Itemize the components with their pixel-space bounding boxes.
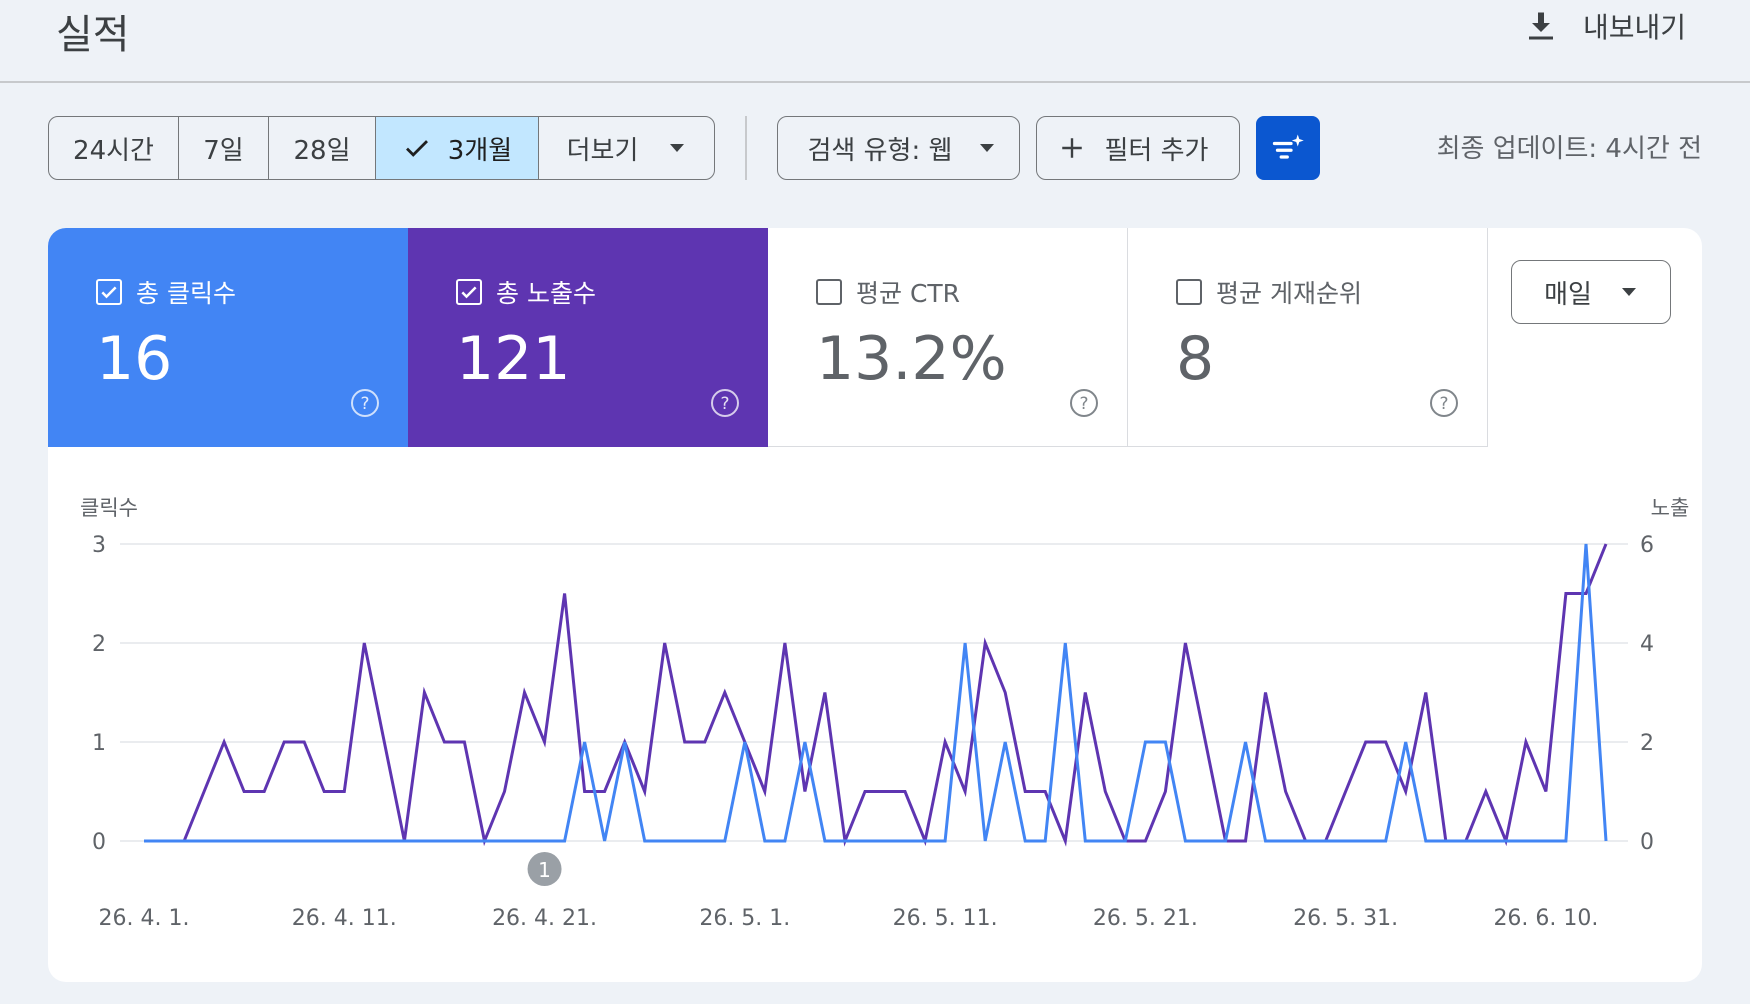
- ai-filter-button[interactable]: [1255, 116, 1320, 180]
- y-right-tick-label: 2: [1640, 731, 1654, 756]
- x-tick-label: 26. 5. 11.: [893, 906, 998, 931]
- range-28d-label: 28일: [293, 135, 351, 166]
- date-range-selector: 24시간 7일 28일 3개월 더보기: [48, 116, 715, 180]
- period-label: 매일: [1544, 279, 1592, 310]
- y-left-tick-label: 0: [92, 830, 106, 855]
- y-right-tick-label: 4: [1640, 632, 1654, 657]
- x-tick-label: 26. 6. 10.: [1493, 906, 1598, 931]
- range-3m-label: 3개월: [447, 135, 513, 166]
- range-24h[interactable]: 24시간: [49, 117, 179, 179]
- checkbox-checked-icon[interactable]: [456, 279, 482, 305]
- range-3m[interactable]: 3개월: [376, 117, 539, 179]
- divider: [745, 116, 747, 180]
- help-icon[interactable]: ?: [1069, 388, 1099, 418]
- checkbox-checked-icon[interactable]: [96, 279, 122, 305]
- y-left-tick-label: 2: [92, 632, 106, 657]
- metric-clicks-label: 총 클릭수: [136, 279, 236, 308]
- y-left-axis-title: 클릭수: [80, 496, 138, 520]
- metric-impressions-label: 총 노출수: [496, 279, 596, 308]
- export-label: 내보내기: [1582, 11, 1686, 44]
- metric-impressions-value: 121: [456, 324, 571, 394]
- svg-text:?: ?: [1079, 394, 1088, 414]
- metric-ctr[interactable]: 평균 CTR 13.2% ?: [768, 228, 1128, 447]
- annotation-marker: [527, 852, 562, 886]
- checkbox-unchecked-icon[interactable]: [1176, 279, 1202, 305]
- x-tick-label: 26. 5. 31.: [1293, 906, 1398, 931]
- caret-down-icon: [1621, 288, 1636, 296]
- add-filter-label: 필터 추가: [1104, 135, 1209, 166]
- range-more-label: 더보기: [566, 135, 639, 166]
- annotation-label: 1: [538, 858, 551, 882]
- clicks-line: [144, 543, 1608, 843]
- metric-clicks-value: 16: [96, 324, 173, 394]
- search-type-dropdown[interactable]: 검색 유형: 웹: [776, 116, 1020, 180]
- page-title: 실적: [56, 12, 130, 58]
- range-7d-label: 7일: [203, 135, 244, 166]
- performance-chart: 0 1 2 3 0 2 4 6 클릭수 노출 26. 4. 1. 26. 4. 11. 26. 4. 2…: [80, 496, 1690, 931]
- x-tick-label: 26. 5. 21.: [1093, 906, 1198, 931]
- download-icon: [1528, 12, 1553, 40]
- y-right-axis-title: 노출: [1651, 496, 1690, 520]
- y-left-tick-label: 1: [92, 731, 106, 756]
- check-icon: [405, 140, 428, 157]
- x-tick-label: 26. 4. 21.: [492, 906, 597, 931]
- add-filter-button[interactable]: 필터 추가: [1035, 116, 1240, 180]
- page-header: 실적 내보내기: [0, 0, 1750, 83]
- metric-clicks[interactable]: 총 클릭수 16 ?: [48, 228, 408, 447]
- range-28d[interactable]: 28일: [269, 117, 376, 179]
- impressions-line: [144, 543, 1608, 847]
- svg-text:?: ?: [1439, 394, 1448, 414]
- export-button[interactable]: 내보내기: [1523, 6, 1686, 46]
- help-icon[interactable]: ?: [710, 388, 740, 418]
- caret-down-icon: [980, 144, 995, 152]
- y-right-tick-label: 6: [1640, 533, 1654, 558]
- metric-position-label: 평균 게재순위: [1216, 279, 1362, 308]
- x-tick-label: 26. 4. 11.: [292, 906, 397, 931]
- plus-icon: [1061, 138, 1082, 158]
- filter-bar: 24시간 7일 28일 3개월 더보기 검색 유형: 웹 필터 추가: [48, 116, 1320, 180]
- svg-text:?: ?: [360, 394, 369, 414]
- metric-ctr-value: 13.2%: [816, 324, 1007, 394]
- help-icon[interactable]: ?: [1429, 388, 1459, 418]
- range-more[interactable]: 더보기: [539, 117, 714, 179]
- caret-down-icon: [670, 144, 685, 152]
- x-tick-label: 26. 5. 1.: [699, 906, 790, 931]
- checkbox-unchecked-icon[interactable]: [816, 279, 842, 305]
- y-left-tick-label: 3: [92, 533, 106, 558]
- performance-card: 총 클릭수 16 ? 총 노출수 121 ? 평균 CTR 13.2% ? 평균…: [48, 228, 1702, 982]
- help-icon[interactable]: ?: [350, 388, 380, 418]
- period-dropdown[interactable]: 매일: [1511, 260, 1671, 324]
- metric-position[interactable]: 평균 게재순위 8 ?: [1128, 228, 1488, 447]
- range-24h-label: 24시간: [73, 135, 154, 166]
- range-7d[interactable]: 7일: [179, 117, 269, 179]
- y-right-tick-label: 0: [1640, 830, 1654, 855]
- svg-text:?: ?: [720, 394, 729, 414]
- search-type-label: 검색 유형: 웹: [807, 135, 953, 166]
- x-tick-label: 26. 4. 1.: [99, 906, 190, 931]
- metric-impressions[interactable]: 총 노출수 121 ?: [408, 228, 768, 447]
- metric-ctr-label: 평균 CTR: [856, 279, 961, 308]
- metric-position-value: 8: [1176, 324, 1215, 394]
- sparkle-filter-icon: [1272, 134, 1304, 159]
- last-updated-text: 최종 업데이트: 4시간 전: [1436, 134, 1702, 164]
